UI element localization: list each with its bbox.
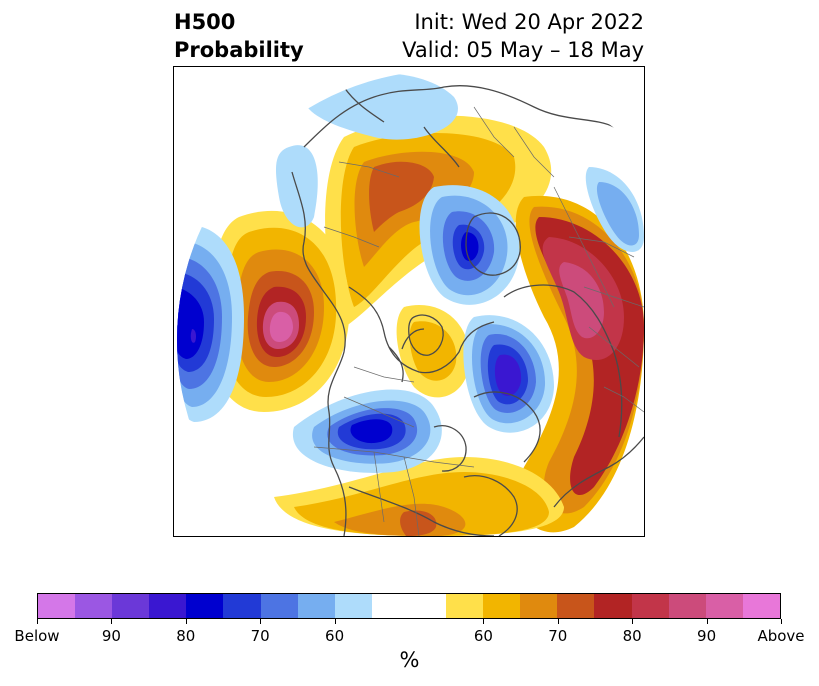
colorbar-tick bbox=[37, 619, 38, 624]
below-anomaly-north-pacific-west bbox=[177, 225, 244, 422]
colorbar-segment bbox=[297, 594, 335, 618]
colorbar-segment bbox=[223, 594, 261, 618]
colorbar-tick-label: 60 bbox=[473, 627, 493, 645]
colorbar-segment bbox=[594, 594, 632, 618]
colorbar-tick bbox=[111, 619, 113, 624]
colorbar-tick-label: 70 bbox=[250, 627, 270, 645]
colorbar-tick bbox=[483, 619, 485, 624]
title-right: Init: Wed 20 Apr 2022 Valid: 05 May – 18… bbox=[402, 8, 644, 64]
above-anomaly-north-pacific bbox=[208, 210, 350, 412]
colorbar-tick-label: 80 bbox=[176, 627, 196, 645]
colorbar-segment bbox=[149, 594, 187, 618]
colorbar-tick bbox=[557, 619, 559, 624]
colorbar-units: % bbox=[399, 648, 420, 672]
above-anomaly-siberia-europe bbox=[515, 195, 644, 533]
valid-range: Valid: 05 May – 18 May bbox=[402, 38, 644, 62]
colorbar-segment bbox=[334, 594, 372, 618]
colorbar-tick-label: Above bbox=[757, 627, 805, 645]
colorbar-tick bbox=[781, 619, 782, 624]
below-anomaly-east-siberia bbox=[585, 167, 644, 252]
map-disc bbox=[177, 70, 644, 536]
colorbar-tick-label: 60 bbox=[325, 627, 345, 645]
probability-map bbox=[177, 70, 644, 536]
colorbar-segment bbox=[75, 594, 113, 618]
colorbar-segment bbox=[483, 594, 521, 618]
colorbar-ticks: Below 90 80 70 60 60 70 80 90 Above bbox=[14, 619, 805, 659]
colorbar-segment bbox=[668, 594, 706, 618]
colorbar-tick-label: 80 bbox=[622, 627, 642, 645]
colorbar-tick-label: Below bbox=[14, 627, 60, 645]
below-anomaly-scandinavia bbox=[463, 315, 554, 433]
map-panel bbox=[173, 66, 645, 537]
colorbar-tick-label: 90 bbox=[101, 627, 121, 645]
init-date: Init: Wed 20 Apr 2022 bbox=[414, 10, 644, 34]
political-borders bbox=[313, 106, 644, 536]
below-anomaly-canada bbox=[292, 389, 442, 473]
colorbar-segment bbox=[186, 594, 224, 618]
colorbar-tick bbox=[260, 619, 262, 624]
colorbar-segment bbox=[371, 594, 447, 618]
colorbar-segment bbox=[446, 594, 484, 618]
colorbar-tick-label: 70 bbox=[548, 627, 568, 645]
colorbar bbox=[37, 593, 781, 619]
colorbar-segment bbox=[742, 594, 780, 618]
colorbar-segment bbox=[112, 594, 150, 618]
colorbar-segment bbox=[260, 594, 298, 618]
colorbar-segment bbox=[520, 594, 558, 618]
colorbar-segment bbox=[631, 594, 669, 618]
colorbar-segment bbox=[557, 594, 595, 618]
title-variable: H500 bbox=[174, 10, 236, 34]
colorbar-tick bbox=[334, 619, 336, 624]
colorbar-tick bbox=[706, 619, 708, 624]
colorbar-tick-label: 90 bbox=[697, 627, 717, 645]
colorbar-tick bbox=[632, 619, 634, 624]
colorbar-segment bbox=[705, 594, 743, 618]
colorbar-tick bbox=[185, 619, 187, 624]
colorbar-segment bbox=[38, 594, 76, 618]
title-type: Probability bbox=[174, 38, 304, 62]
title-left: H500 Probability bbox=[174, 8, 304, 64]
